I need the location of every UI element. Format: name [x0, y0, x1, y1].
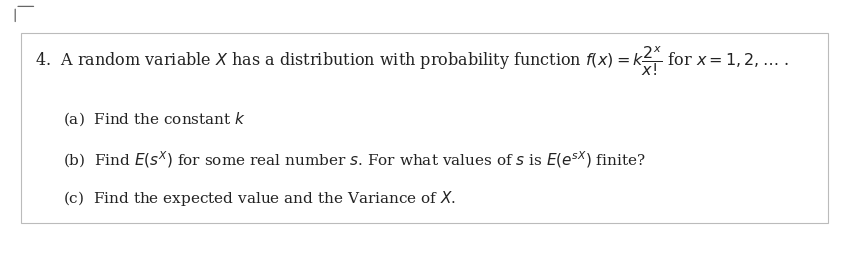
Text: (b)  Find $E(s^{X})$ for some real number $s$. For what values of $s$ is $E(e^{s: (b) Find $E(s^{X})$ for some real number…	[63, 150, 646, 170]
Text: (c)  Find the expected value and the Variance of $X$.: (c) Find the expected value and the Vari…	[63, 189, 456, 208]
Text: (a)  Find the constant $k$: (a) Find the constant $k$	[63, 110, 246, 128]
Text: 4.  A random variable $X$ has a distribution with probability function $f(x) = k: 4. A random variable $X$ has a distribut…	[35, 45, 788, 78]
FancyBboxPatch shape	[21, 33, 827, 223]
